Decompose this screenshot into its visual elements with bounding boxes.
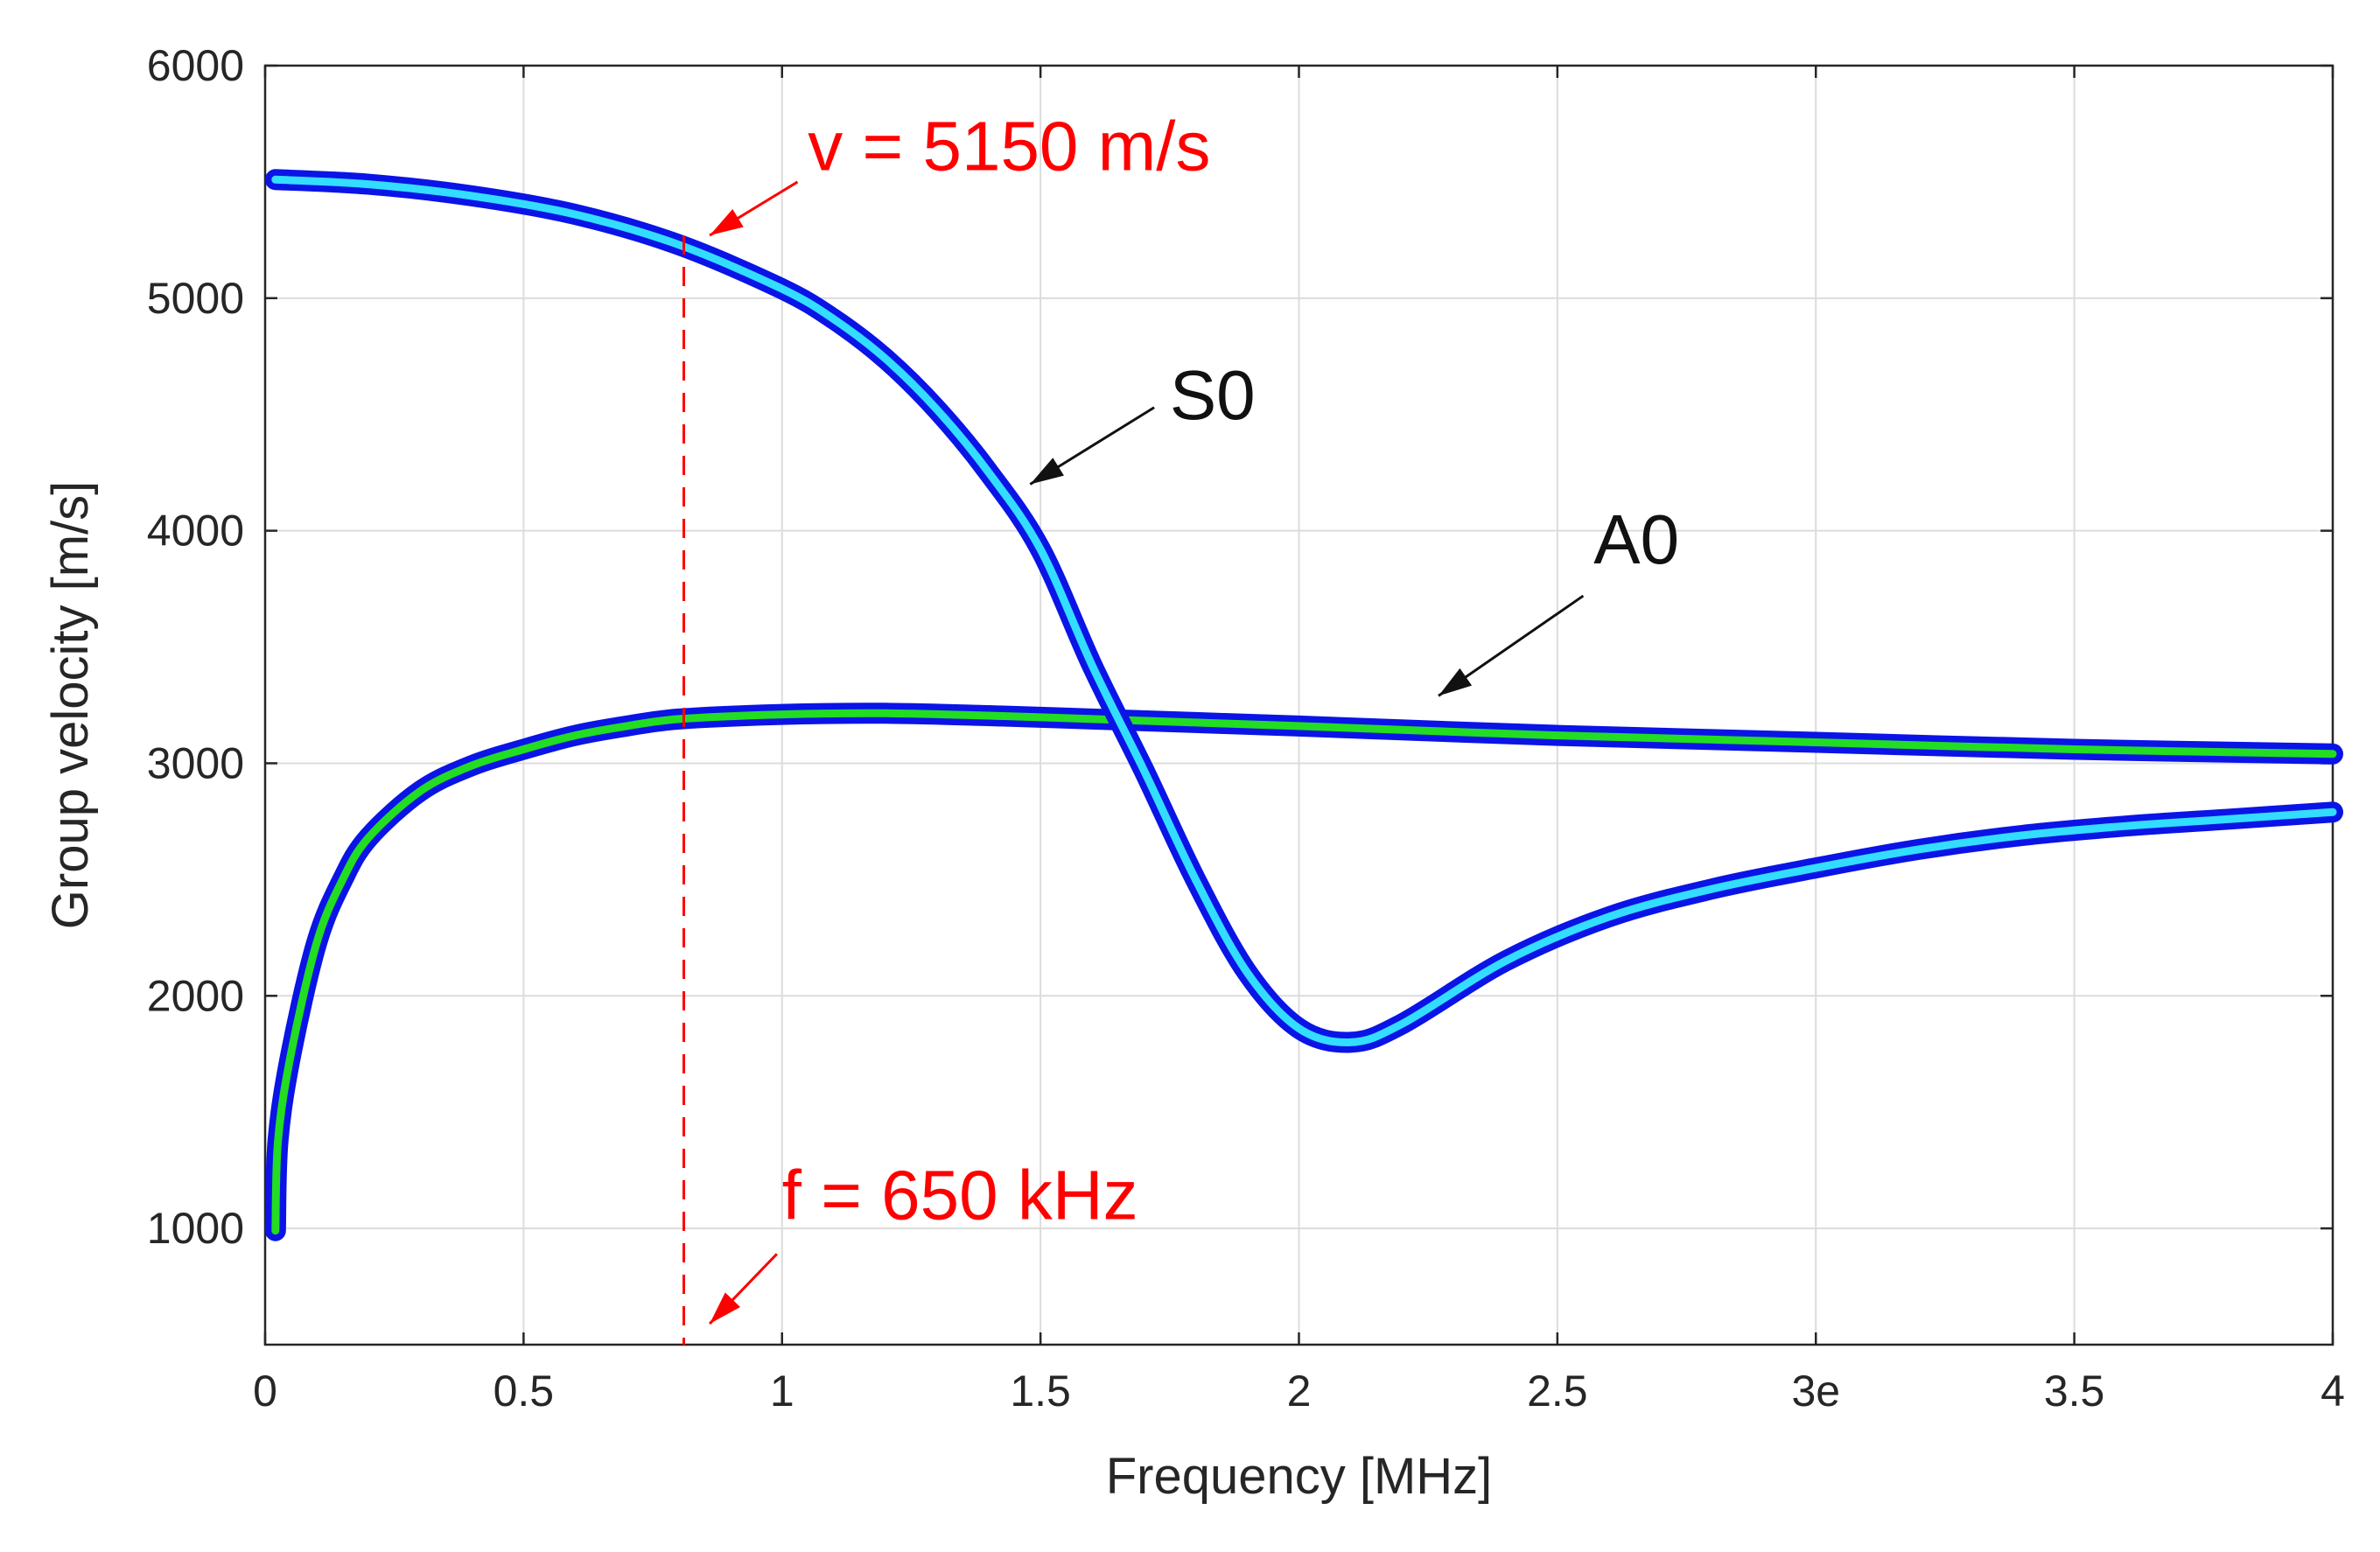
x-tick-label-0: 0 (253, 1367, 277, 1416)
x-tick-label-8: 4 (2320, 1367, 2345, 1416)
series-s0 (264, 169, 2343, 1053)
y-tick-label-5: 6000 (147, 41, 244, 90)
y-axis-label: Group velocity [m/s] (42, 481, 99, 929)
annotation-arrow-2 (1029, 406, 1155, 486)
x-tick-label-2: 1 (770, 1367, 794, 1416)
annotation-arrow-1 (708, 1253, 778, 1325)
series-lines (264, 169, 2343, 1241)
x-tick-label-1: 0.5 (494, 1367, 555, 1416)
annotation-arrow-1-head (710, 1292, 741, 1325)
series-a0-line (271, 709, 2337, 1235)
annotation-arrow-3-head (1438, 668, 1473, 696)
x-tick-label-3: 1.5 (1010, 1367, 1071, 1416)
x-tick-label-4: 2 (1287, 1367, 1312, 1416)
annotation-label-1: f = 650 kHz (782, 1156, 1138, 1234)
x-tick-label-5: 2.5 (1527, 1367, 1588, 1416)
y-tick-label-1: 2000 (147, 971, 244, 1020)
annotation-arrow-3 (1438, 594, 1585, 697)
series-a0-outline (264, 703, 2343, 1241)
y-tick-label-2: 3000 (147, 738, 244, 787)
x-tick-label-7: 3.5 (2044, 1367, 2105, 1416)
series-s0-outline (264, 169, 2343, 1053)
annotation-label-2: S0 (1170, 356, 1256, 434)
annotation-arrow-2-head (1030, 458, 1064, 485)
annotation-arrow-0 (709, 180, 799, 237)
y-tick-label-0: 1000 (147, 1204, 244, 1253)
annotation-label-0: v = 5150 m/s (808, 108, 1210, 185)
annotations: v = 5150 m/s f = 650 kHz S0 A0 (708, 108, 1679, 1325)
annotation-arrow-0-head (710, 209, 744, 236)
y-tick-label-3: 4000 (147, 507, 244, 556)
y-tick-label-4: 5000 (147, 274, 244, 323)
series-a0 (264, 703, 2343, 1241)
series-s0-line (271, 175, 2337, 1047)
tick-labels: 0 0.5 1 1.5 2 2.5 3e 3.5 4 1000 2000 3000 4000 5000 60… (147, 41, 2345, 1416)
x-axis-label: Frequency [MHz] (1106, 1448, 1493, 1505)
annotation-label-3: A0 (1593, 500, 1679, 578)
axes (263, 64, 2334, 1346)
x-tick-label-6: 3e (1791, 1367, 1840, 1416)
grid-lines (264, 65, 2334, 1345)
